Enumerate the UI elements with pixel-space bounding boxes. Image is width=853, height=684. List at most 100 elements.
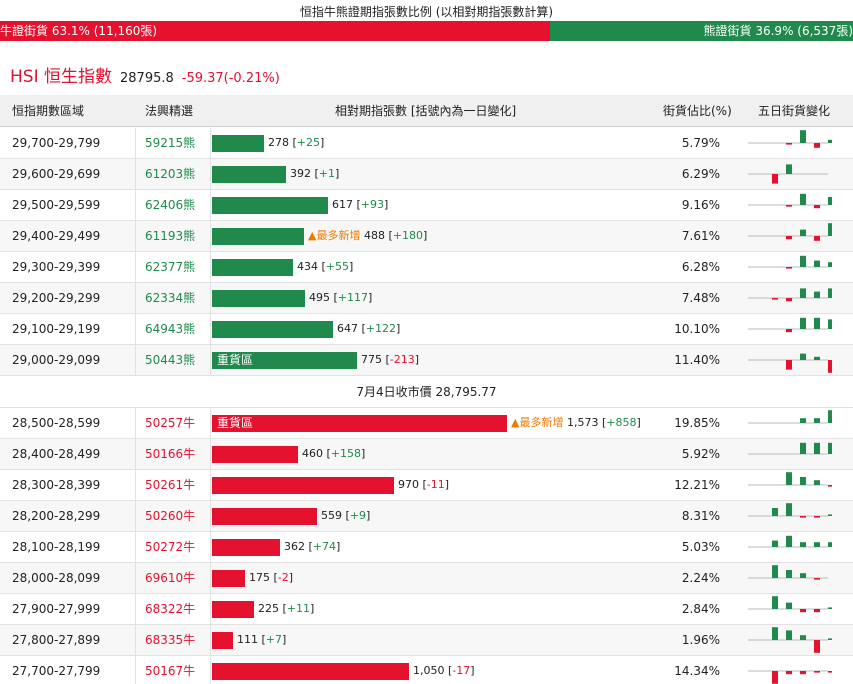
- bracket: [: [273, 571, 278, 584]
- warrant-code-link[interactable]: 62406熊: [145, 198, 196, 212]
- contracts-number: 111: [237, 633, 262, 646]
- warrant-code-link[interactable]: 50443熊: [145, 353, 196, 367]
- sparkline-bar: [814, 143, 820, 148]
- sparkline-bar: [800, 671, 806, 675]
- column-divider: [135, 314, 136, 344]
- warrant-code-link[interactable]: 50167牛: [145, 664, 196, 678]
- bracket: ]: [336, 540, 341, 553]
- header-contracts: 相對期指張數 [括號內為一日變化]: [335, 104, 517, 118]
- column-divider: [210, 625, 211, 655]
- warrant-code-link[interactable]: 59215熊: [145, 136, 196, 150]
- warrant-code-link[interactable]: 50260牛: [145, 509, 196, 523]
- range-cell: 28,000-28,099: [12, 571, 101, 585]
- five-day-sparkline: [748, 410, 832, 424]
- column-divider: [135, 345, 136, 375]
- warrant-code-link[interactable]: 68335牛: [145, 633, 196, 647]
- column-divider: [210, 532, 211, 562]
- share-percent: 7.61%: [681, 229, 720, 243]
- daily-change: +858: [606, 416, 637, 429]
- contracts-number: 460: [302, 447, 327, 460]
- sparkline-bar: [814, 291, 820, 298]
- heavy-zone-label: 重貨區: [217, 353, 254, 367]
- bracket: ]: [384, 198, 389, 211]
- sparkline-bar: [786, 671, 792, 675]
- index-change: -59.37(-0.21%): [181, 71, 280, 86]
- warrant-code-link[interactable]: 62377熊: [145, 260, 196, 274]
- range-cell: 28,400-28,499: [12, 447, 101, 461]
- column-divider: [135, 252, 136, 282]
- share-percent: 1.96%: [681, 633, 720, 647]
- bracket: [: [308, 540, 313, 553]
- bracket: ]: [335, 167, 340, 180]
- warrant-code-link[interactable]: 50166牛: [145, 447, 196, 461]
- bracket: [: [422, 478, 427, 491]
- column-divider: [210, 439, 211, 469]
- column-divider: [135, 470, 136, 500]
- contracts-number: 1,573: [566, 416, 602, 429]
- sparkline-bar: [772, 540, 778, 547]
- range-cell: 27,900-27,999: [12, 602, 101, 616]
- column-divider: [135, 221, 136, 251]
- five-day-sparkline: [748, 472, 832, 487]
- ratio-bar: 牛證街貨 63.1% (11,160張) 熊證街貨 36.9% (6,537張): [0, 21, 853, 41]
- daily-change: +74: [312, 540, 337, 553]
- five-day-sparkline: [748, 223, 832, 241]
- sparkline-bar: [786, 570, 792, 578]
- contracts-number: 970: [398, 478, 423, 491]
- share-percent: 5.03%: [681, 540, 720, 554]
- sparkline-bar: [800, 477, 806, 485]
- warrant-code-link[interactable]: 68322牛: [145, 602, 196, 616]
- sparkline-bar: [814, 236, 820, 241]
- contracts-number: 647: [337, 322, 362, 335]
- warrant-code-link[interactable]: 64943熊: [145, 322, 196, 336]
- sparkline-bar: [800, 516, 806, 518]
- column-divider: [135, 625, 136, 655]
- sparkline-bar: [772, 671, 778, 684]
- sparkline-bar: [828, 607, 832, 609]
- table-row: 28,300-28,399 50261牛 970 [-11] 12.21%: [0, 470, 853, 501]
- column-divider: [210, 501, 211, 531]
- five-day-sparkline: [748, 193, 832, 209]
- warrant-code-link[interactable]: 50272牛: [145, 540, 196, 554]
- sparkline-bar: [786, 360, 792, 370]
- daily-change: -2: [277, 571, 289, 584]
- five-day-sparkline: [748, 130, 832, 148]
- column-divider: [135, 656, 136, 684]
- contracts-number: 278: [268, 136, 293, 149]
- contracts-bar: [212, 228, 304, 245]
- sparkline-bar: [772, 174, 778, 184]
- contracts-bar: [212, 539, 280, 556]
- column-divider: [135, 501, 136, 531]
- sparkline-bar: [800, 317, 806, 329]
- range-cell: 28,100-28,199: [12, 540, 101, 554]
- bracket: ]: [396, 322, 401, 335]
- sparkline-bar: [814, 516, 820, 518]
- warrant-code-link[interactable]: 50261牛: [145, 478, 196, 492]
- contracts-value: 775 [-213]: [361, 345, 419, 375]
- bracket: [: [601, 416, 607, 429]
- sparkline-bar: [786, 535, 792, 547]
- column-divider: [135, 563, 136, 593]
- bracket: ]: [414, 353, 420, 366]
- column-divider: [210, 563, 211, 593]
- warrant-code-link[interactable]: 62334熊: [145, 291, 196, 305]
- warrant-code-link[interactable]: 61193熊: [145, 229, 196, 243]
- bracket: ]: [320, 136, 325, 149]
- close-price-label: 7月4日收市價 28,795.77: [356, 385, 497, 399]
- sparkline-bar: [814, 442, 820, 454]
- warrant-code-link[interactable]: 61203熊: [145, 167, 196, 181]
- sparkline-bar: [828, 139, 832, 143]
- warrant-code-link[interactable]: 50257牛: [145, 416, 196, 430]
- table-row: 29,700-29,799 59215熊 278 [+25] 5.79%: [0, 128, 853, 159]
- contracts-value: 970 [-11]: [398, 470, 449, 500]
- sparkline-bar: [814, 418, 820, 423]
- sparkline-bar: [814, 640, 820, 653]
- table-row: 29,200-29,299 62334熊 495 [+117] 7.48%: [0, 283, 853, 314]
- bracket: [: [333, 291, 338, 304]
- table-row: 28,400-28,499 50166牛 460 [+158] 5.92%: [0, 439, 853, 470]
- range-cell: 29,200-29,299: [12, 291, 101, 305]
- column-divider: [135, 439, 136, 469]
- sparkline-bar: [814, 260, 820, 267]
- warrant-code-link[interactable]: 69610牛: [145, 571, 196, 585]
- contracts-value: 362 [+74]: [284, 532, 340, 562]
